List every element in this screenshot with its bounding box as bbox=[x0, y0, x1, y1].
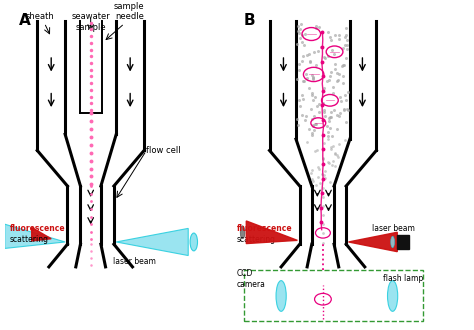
Text: fluorescence: fluorescence bbox=[237, 223, 292, 233]
Text: sample
needle: sample needle bbox=[114, 2, 145, 21]
Polygon shape bbox=[348, 232, 397, 252]
Bar bbox=[397, 235, 409, 249]
Text: B: B bbox=[244, 13, 255, 28]
Ellipse shape bbox=[391, 236, 394, 248]
Polygon shape bbox=[5, 224, 65, 248]
Text: CCD
camera: CCD camera bbox=[237, 269, 266, 288]
Polygon shape bbox=[116, 228, 188, 255]
Ellipse shape bbox=[240, 226, 245, 239]
Polygon shape bbox=[246, 221, 297, 244]
Polygon shape bbox=[32, 227, 51, 241]
Ellipse shape bbox=[388, 280, 398, 311]
Ellipse shape bbox=[190, 233, 198, 251]
Text: fluorescence: fluorescence bbox=[9, 223, 65, 233]
Text: scattering: scattering bbox=[9, 235, 48, 244]
Text: A: A bbox=[18, 13, 30, 28]
Text: laser beam: laser beam bbox=[372, 223, 415, 233]
Text: flash lamp: flash lamp bbox=[383, 274, 424, 283]
Ellipse shape bbox=[276, 280, 286, 311]
Text: scattering: scattering bbox=[237, 235, 276, 244]
Text: sheath: sheath bbox=[25, 12, 54, 21]
Text: flow cell: flow cell bbox=[146, 146, 181, 155]
Text: laser beam: laser beam bbox=[113, 257, 156, 266]
Text: seawater
sample: seawater sample bbox=[71, 12, 110, 32]
